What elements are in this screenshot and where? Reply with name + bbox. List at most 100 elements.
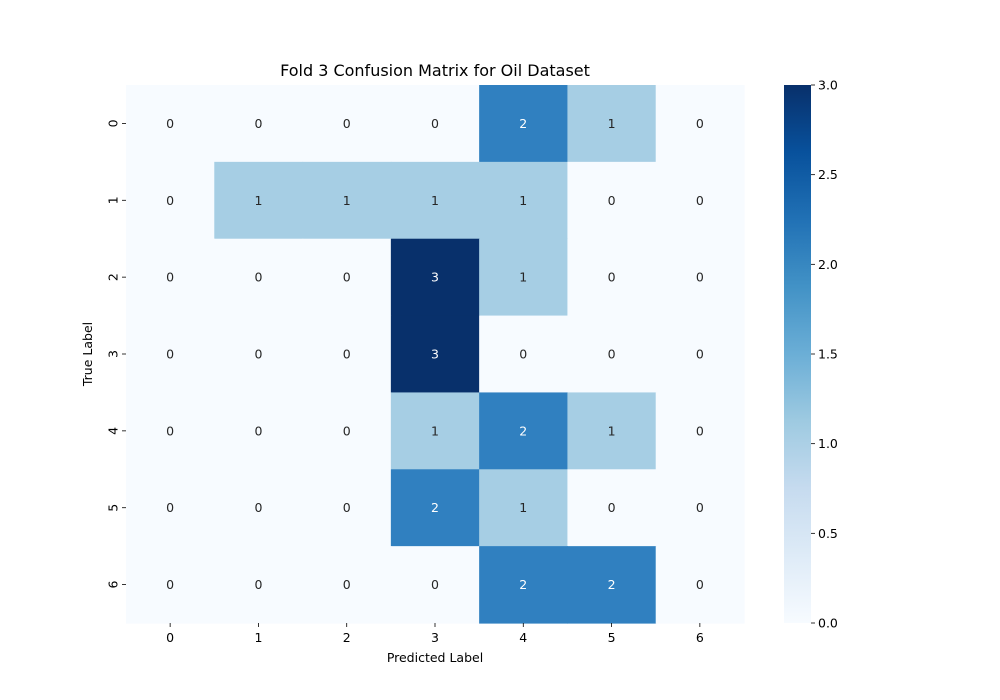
- cell-value-label: 0: [431, 116, 439, 131]
- y-axis: 0 1 2 3 4 5 6: [106, 119, 126, 589]
- heatmap-cell: [567, 315, 657, 394]
- heatmap-cell: [479, 546, 569, 624]
- x-axis-label: Predicted Label: [387, 650, 483, 665]
- heatmap-cell: [390, 161, 480, 240]
- heatmap-cell: [655, 161, 745, 240]
- cell-value-label: 0: [696, 500, 704, 515]
- heatmap-cell: [479, 238, 569, 317]
- heatmap-cell: [479, 315, 569, 394]
- cell-value-label: 0: [343, 577, 351, 592]
- heatmap-cell: [655, 546, 745, 624]
- heatmap-cell: [479, 469, 569, 547]
- cell-value-label: 0: [166, 423, 174, 438]
- colorbar: [784, 85, 811, 623]
- x-tick-label: 6: [696, 630, 704, 645]
- heatmap-cell: [214, 85, 304, 163]
- heatmap-cell: [214, 238, 304, 317]
- cell-value-label: 3: [431, 270, 439, 285]
- cell-value-label: 0: [696, 193, 704, 208]
- cell-value-label: 1: [608, 423, 616, 438]
- heatmap-cell: [302, 238, 392, 317]
- cell-value-label: 0: [696, 423, 704, 438]
- cell-value-label: 0: [343, 347, 351, 362]
- y-tick-label: 6: [106, 581, 121, 589]
- heatmap-cell: [302, 392, 392, 470]
- cell-value-label: 1: [608, 116, 616, 131]
- y-tick-label: 3: [106, 350, 121, 358]
- chart-title: Fold 3 Confusion Matrix for Oil Dataset: [280, 61, 590, 80]
- y-tick-label: 2: [106, 273, 121, 281]
- heatmap-cell: [214, 161, 304, 240]
- cell-value-label: 1: [519, 500, 527, 515]
- y-tick-label: 1: [106, 196, 121, 204]
- x-tick-label: 4: [519, 630, 527, 645]
- heatmap-cell: [390, 315, 480, 394]
- heatmap-cell: [126, 392, 215, 470]
- cell-value-label: 0: [254, 347, 262, 362]
- x-tick-label: 1: [254, 630, 262, 645]
- cell-value-label: 0: [343, 423, 351, 438]
- cell-annotations: 0 0 0 0 2 1 0 0 1 1 1 1 0 0 0 0 0 3 1 0 0 0 0 0 3 0 0 0 0 0 0 1 2 1 0 0 0 0 2 1…: [166, 116, 704, 592]
- heatmap-cell: [655, 315, 745, 394]
- x-tick-label: 2: [343, 630, 351, 645]
- cell-value-label: 0: [254, 423, 262, 438]
- y-axis-label: True Label: [80, 322, 95, 387]
- heatmap-cell: [390, 85, 480, 163]
- heatmap-cell: [655, 469, 745, 547]
- heatmap-cell: [302, 469, 392, 547]
- cell-value-label: 0: [696, 577, 704, 592]
- cell-value-label: 0: [608, 193, 616, 208]
- x-tick-label: 3: [431, 630, 439, 645]
- heatmap-cell: [126, 85, 215, 163]
- cell-value-label: 0: [431, 577, 439, 592]
- x-axis: 0 1 2 3 4 5 6: [166, 623, 704, 645]
- heatmap-cell: [214, 469, 304, 547]
- heatmap-cell: [479, 85, 569, 163]
- y-tick-label: 5: [106, 504, 121, 512]
- cell-value-label: 2: [608, 577, 616, 592]
- heatmap-cell: [479, 392, 569, 470]
- y-tick-label: 4: [106, 427, 121, 435]
- heatmap-cell: [126, 546, 215, 624]
- heatmap-cell: [655, 238, 745, 317]
- heatmap-cell: [655, 85, 745, 163]
- heatmap-cell: [126, 315, 215, 394]
- cell-value-label: 0: [254, 577, 262, 592]
- cell-value-label: 2: [519, 577, 527, 592]
- y-tick-label: 0: [106, 119, 121, 127]
- heatmap-cell: [567, 469, 657, 547]
- colorbar-tick-label: 0.5: [818, 526, 838, 541]
- colorbar-tick-label: 1.0: [818, 436, 838, 451]
- cell-value-label: 3: [431, 347, 439, 362]
- heatmap-cells: [126, 85, 745, 624]
- cell-value-label: 0: [696, 270, 704, 285]
- cell-value-label: 2: [519, 116, 527, 131]
- cell-value-label: 1: [519, 270, 527, 285]
- heatmap-cell: [390, 546, 480, 624]
- heatmap-cell: [214, 546, 304, 624]
- cell-value-label: 0: [254, 500, 262, 515]
- cell-value-label: 0: [166, 270, 174, 285]
- heatmap-cell: [390, 392, 480, 470]
- colorbar-tick-label: 1.5: [818, 347, 838, 362]
- heatmap-cell: [126, 469, 215, 547]
- cell-value-label: 0: [254, 116, 262, 131]
- cell-value-label: 2: [519, 423, 527, 438]
- heatmap-cell: [567, 392, 657, 470]
- cell-value-label: 0: [519, 347, 527, 362]
- heatmap-cell: [302, 546, 392, 624]
- cell-value-label: 0: [608, 270, 616, 285]
- heatmap-cell: [126, 238, 215, 317]
- colorbar-tick-label: 3.0: [818, 78, 838, 93]
- cell-value-label: 0: [254, 270, 262, 285]
- colorbar-tick-label: 2.0: [818, 257, 838, 272]
- colorbar-ticks: 0.0 0.5 1.0 1.5 2.0 2.5 3.0: [811, 78, 838, 631]
- cell-value-label: 0: [166, 347, 174, 362]
- cell-value-label: 0: [166, 193, 174, 208]
- heatmap-cell: [214, 392, 304, 470]
- cell-value-label: 0: [166, 577, 174, 592]
- heatmap-cell: [126, 161, 215, 240]
- cell-value-label: 1: [431, 423, 439, 438]
- heatmap-cell: [479, 161, 569, 240]
